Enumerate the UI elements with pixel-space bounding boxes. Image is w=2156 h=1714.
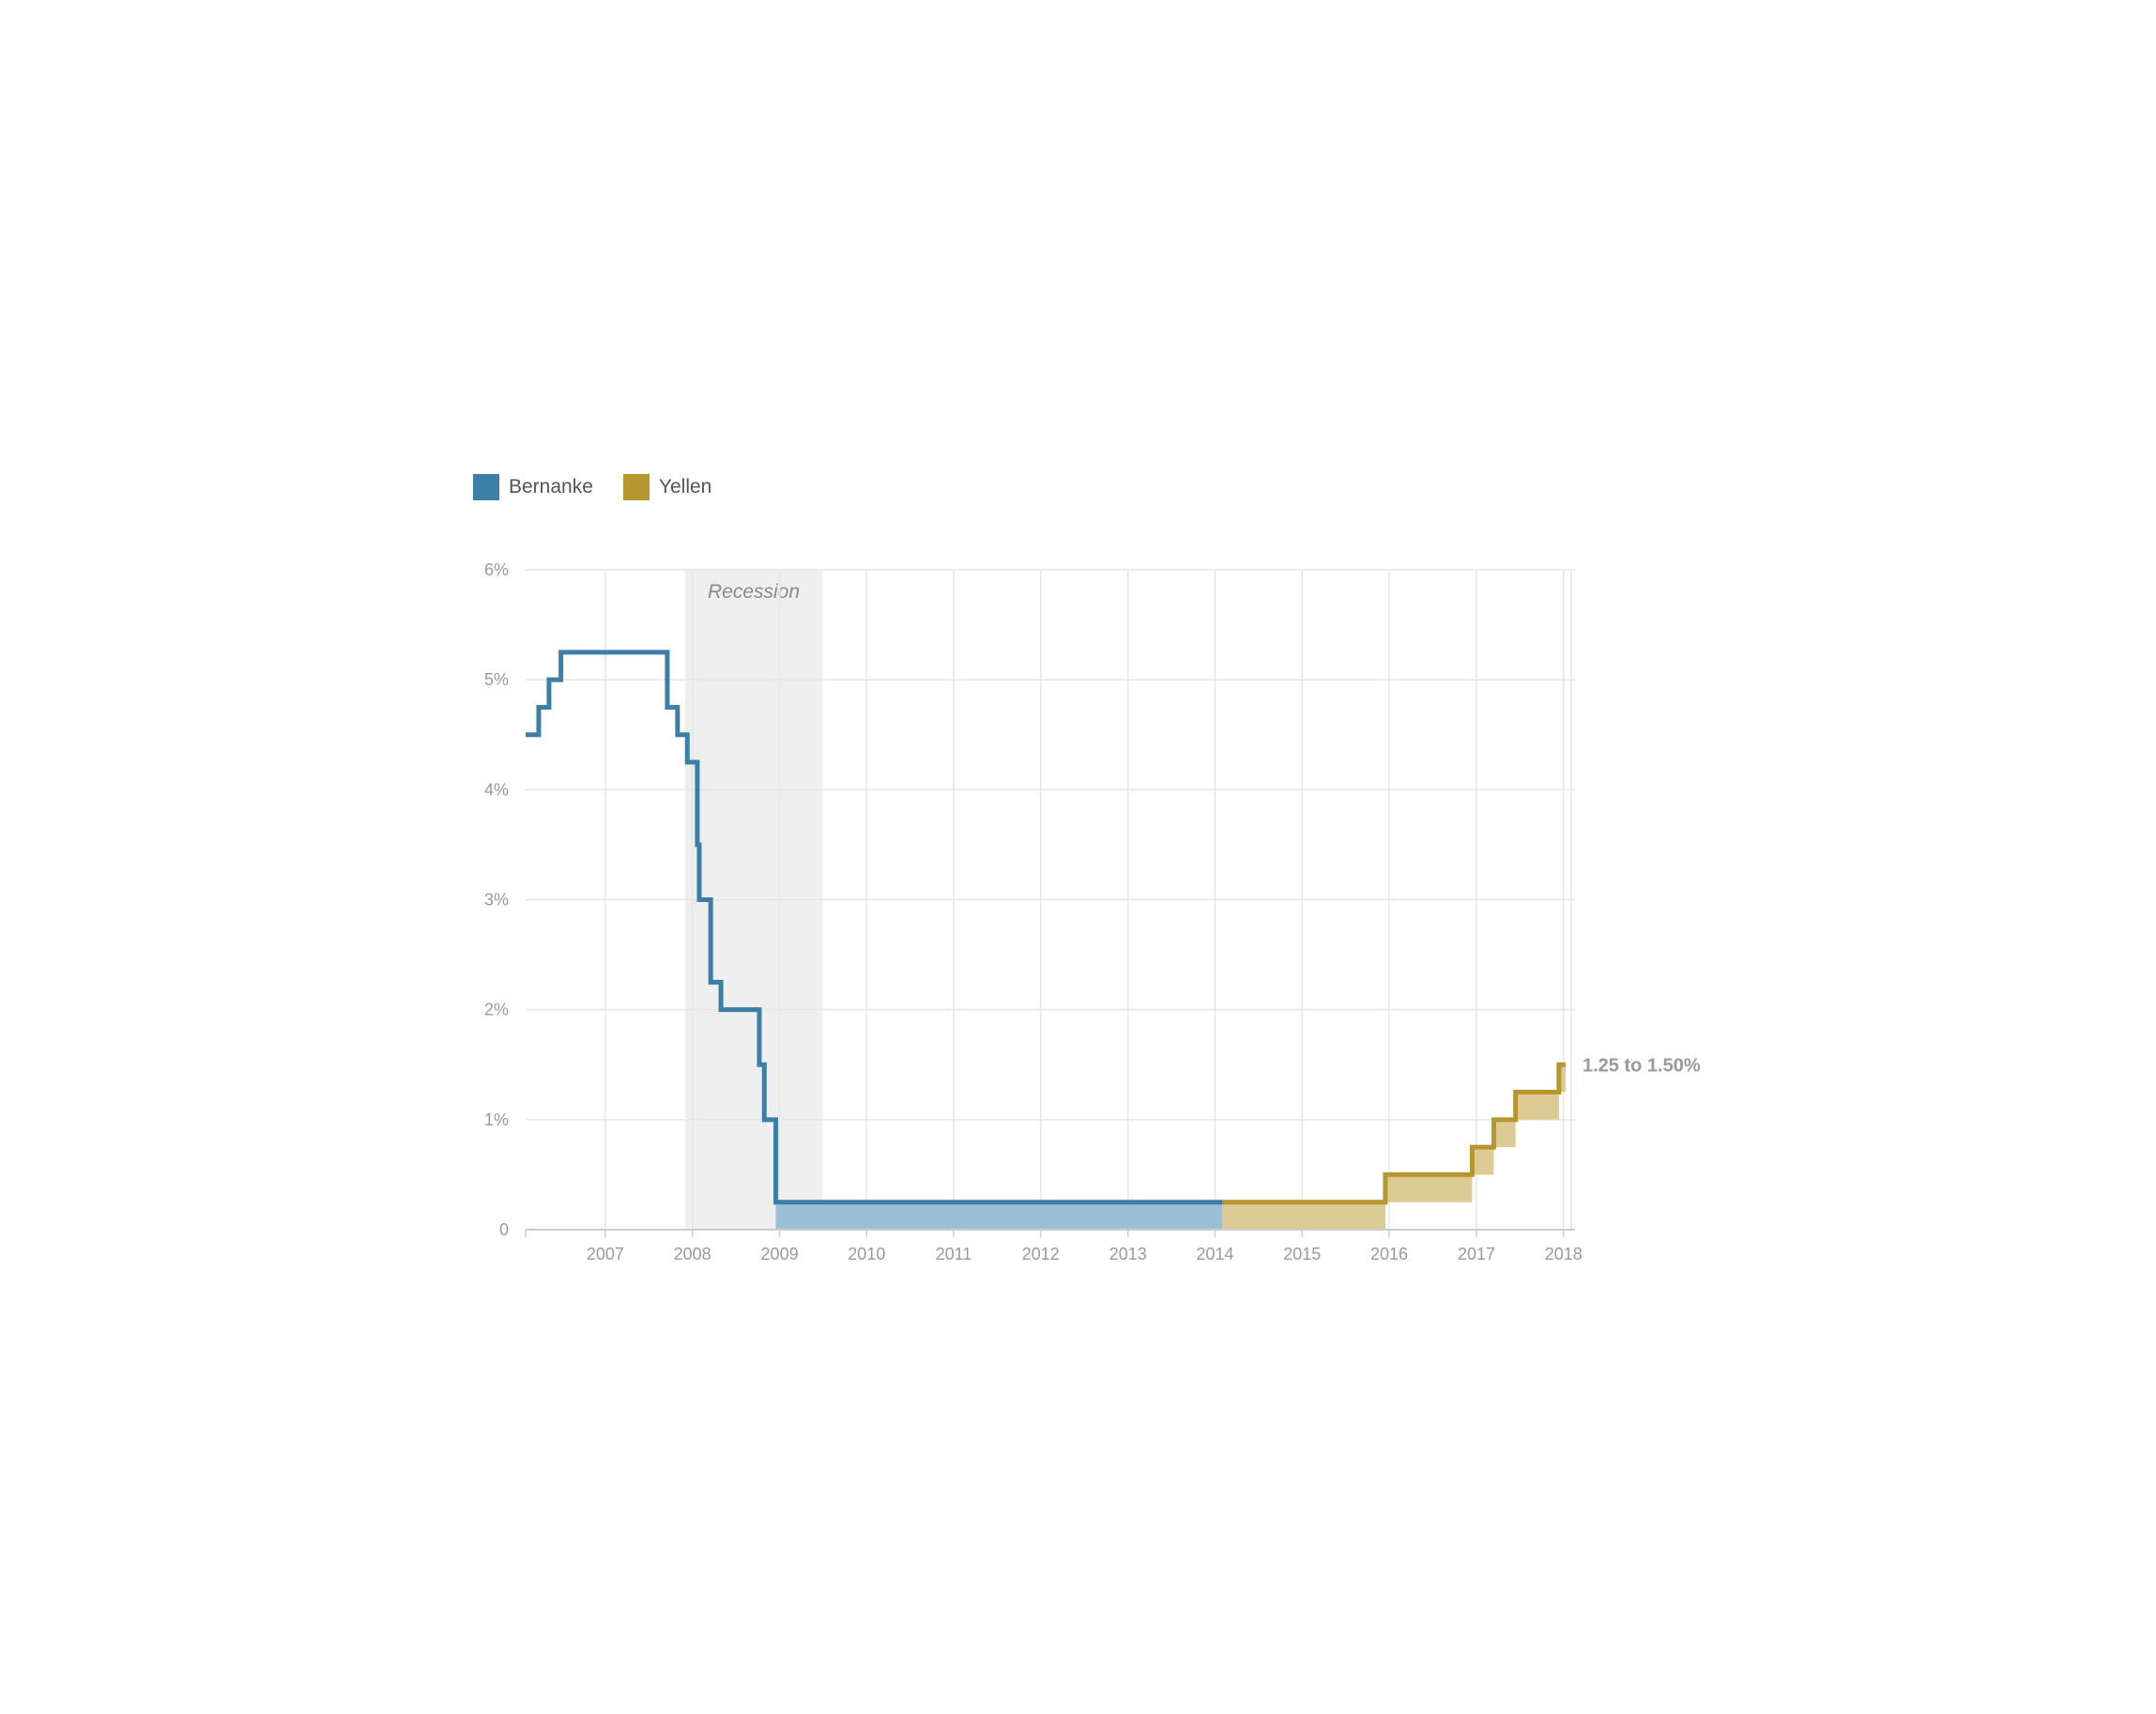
x-tick-label-2007: 2007 [587,1245,624,1263]
end-value-annotation: 1.25 to 1.50% [1583,1055,1701,1076]
y-tick-label-5: 5% [484,670,509,689]
x-tick-label-2012: 2012 [1022,1245,1060,1263]
rate-lines [526,650,1566,1205]
bernanke-rate-line [526,650,1223,1205]
y-tick-label-2: 2% [484,1001,509,1019]
legend-swatch-yellen [622,474,650,500]
legend: Bernanke Yellen [473,474,742,500]
yellen-range-band-0 [1222,1201,1385,1230]
x-tick-label-2018: 2018 [1545,1245,1583,1263]
x-tick-label-2015: 2015 [1283,1245,1321,1263]
yellen-range-band-5 [1558,1064,1566,1093]
axes [525,1229,1575,1237]
x-tick-label-2013: 2013 [1109,1245,1147,1263]
yellen-range-band-2 [1472,1147,1494,1175]
x-tick-label-2010: 2010 [848,1245,885,1263]
yellen-range-band-3 [1493,1119,1516,1148]
y-tick-label-0: 0 [499,1220,509,1239]
x-tick-label-2017: 2017 [1458,1245,1495,1263]
legend-swatch-bernanke [473,474,499,500]
x-tick-label-2016: 2016 [1370,1245,1408,1263]
x-tick-label-2009: 2009 [761,1245,799,1263]
annotations: 1.25 to 1.50% [1583,1055,1701,1076]
tick-labels: 0 1% 2% 3% 4% 5% 6% 2007 2008 2009 2010 2011 2012 201… [484,560,1583,1263]
yellen-range-band-4 [1515,1092,1559,1120]
y-tick-label-4: 4% [484,780,509,799]
legend-item-bernanke[interactable]: Bernanke [473,474,593,500]
bernanke-range-band-13 [775,1201,1223,1230]
x-tick-label-2014: 2014 [1196,1245,1233,1263]
x-tick-label-2008: 2008 [674,1245,711,1263]
y-tick-label-1: 1% [484,1110,509,1129]
grid-lines [526,569,1575,1230]
recession-label: Recession [708,581,800,603]
legend-label-bernanke: Bernanke [509,476,593,497]
legend-item-yellen[interactable]: Yellen [622,474,712,500]
yellen-rate-line [1222,1062,1566,1205]
rate-range-fills [775,1064,1566,1230]
legend-label-yellen: Yellen [658,476,712,497]
yellen-range-band-1 [1384,1174,1473,1202]
y-tick-label-3: 3% [484,891,509,910]
y-tick-label-6: 6% [484,560,509,579]
x-tick-label-2011: 2011 [936,1245,972,1263]
